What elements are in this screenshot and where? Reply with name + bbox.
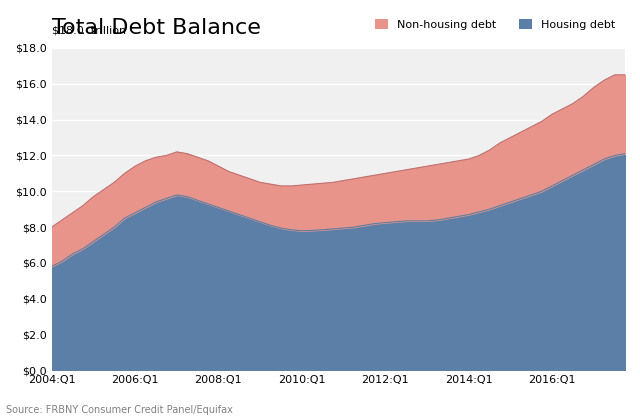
Legend: Non-housing debt, Housing debt: Non-housing debt, Housing debt [371, 15, 620, 35]
Text: Total Debt Balance: Total Debt Balance [52, 18, 260, 38]
Text: $18.0  trillion: $18.0 trillion [52, 25, 125, 35]
Text: Source: FRBNY Consumer Credit Panel/Equifax: Source: FRBNY Consumer Credit Panel/Equi… [6, 405, 233, 415]
